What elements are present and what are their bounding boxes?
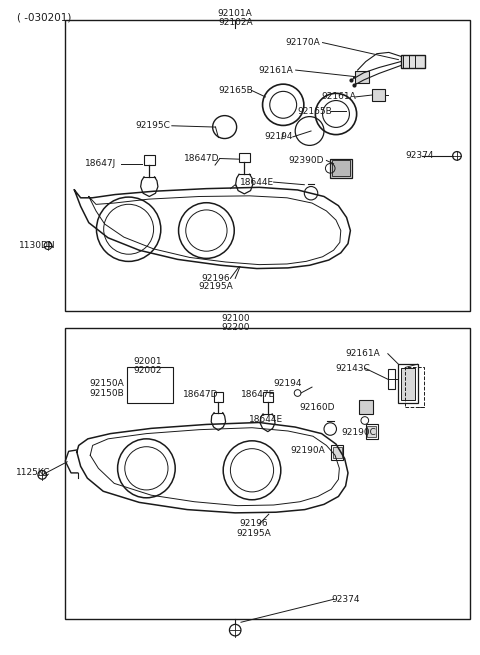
Bar: [401, 55, 425, 68]
Bar: [398, 364, 418, 403]
Text: 92001: 92001: [133, 357, 162, 366]
Bar: [359, 400, 373, 414]
Bar: [263, 392, 273, 402]
Bar: [388, 369, 395, 389]
Text: 92194: 92194: [274, 379, 302, 388]
Text: 92194: 92194: [264, 132, 293, 141]
Text: 92101A: 92101A: [218, 9, 252, 18]
Bar: [333, 447, 342, 458]
Text: 92165B: 92165B: [219, 86, 253, 95]
Text: 92374: 92374: [331, 595, 360, 604]
Text: 92190A: 92190A: [291, 446, 325, 455]
Text: 92161A: 92161A: [345, 349, 380, 358]
Bar: [330, 159, 352, 178]
Text: 92165B: 92165B: [297, 107, 332, 116]
Bar: [65, 20, 470, 311]
Text: 92150A: 92150A: [90, 379, 124, 388]
Text: 92195A: 92195A: [236, 529, 271, 538]
Bar: [214, 392, 223, 402]
Text: 1130DN: 1130DN: [19, 241, 56, 250]
Bar: [367, 426, 376, 437]
Text: 92196: 92196: [202, 274, 230, 283]
Bar: [127, 367, 173, 403]
Text: 18647D: 18647D: [184, 154, 219, 163]
Text: 92150B: 92150B: [90, 388, 124, 398]
Text: 92160D: 92160D: [299, 403, 335, 412]
Text: 92170A: 92170A: [285, 38, 320, 47]
Text: ( -030201): ( -030201): [17, 12, 71, 22]
Text: 92374: 92374: [406, 151, 434, 160]
Text: 18644E: 18644E: [240, 178, 274, 187]
Bar: [332, 160, 350, 176]
Text: 92161A: 92161A: [258, 66, 293, 75]
Text: 92390D: 92390D: [288, 156, 324, 165]
Text: 92190C: 92190C: [342, 428, 376, 437]
Text: 92143C: 92143C: [336, 364, 370, 373]
Bar: [366, 424, 378, 439]
Bar: [65, 328, 470, 619]
Text: 18647J: 18647J: [85, 159, 117, 168]
Bar: [372, 89, 385, 101]
Text: 92196: 92196: [239, 519, 268, 529]
Text: 92195C: 92195C: [135, 121, 170, 130]
Bar: [331, 445, 343, 460]
Text: 18647E: 18647E: [241, 390, 276, 399]
Bar: [239, 153, 250, 162]
Text: 1125KC: 1125KC: [16, 468, 50, 477]
Text: 92195A: 92195A: [199, 282, 233, 291]
Bar: [405, 367, 424, 407]
Text: 18647D: 18647D: [183, 390, 218, 399]
Text: 92100: 92100: [221, 314, 250, 324]
Text: 92102A: 92102A: [218, 18, 252, 28]
Text: 18644E: 18644E: [249, 415, 284, 424]
Bar: [401, 368, 415, 400]
Bar: [144, 155, 155, 165]
Text: 92200: 92200: [221, 323, 250, 332]
Bar: [355, 71, 369, 83]
Text: 92002: 92002: [133, 366, 162, 375]
Text: 92161A: 92161A: [321, 92, 356, 102]
